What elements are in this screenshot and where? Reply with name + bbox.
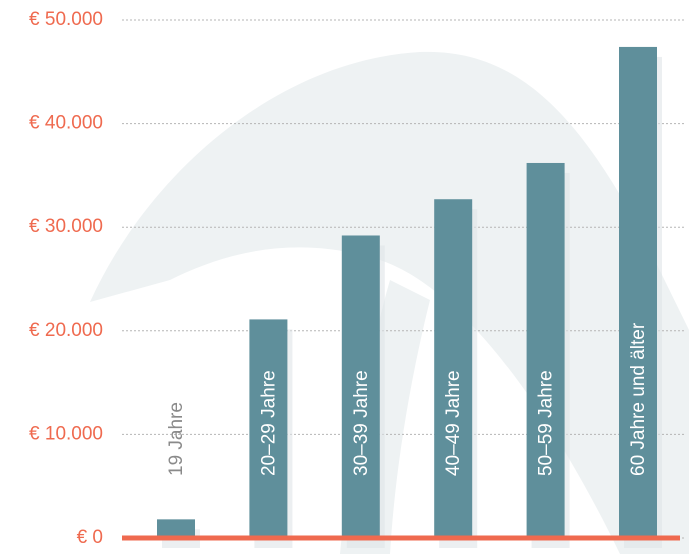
y-tick-label: € 30.000 [29,216,103,237]
bar [526,162,565,538]
bar [619,46,657,538]
y-tick-label: € 0 [77,527,103,548]
bar [249,319,288,538]
category-label: 19 Jahre [166,402,187,476]
category-label: 30–39 Jahre [351,370,372,476]
y-tick-label: € 50.000 [29,9,103,30]
y-tick-label: € 40.000 [29,113,103,134]
y-tick-label: € 20.000 [29,320,103,341]
category-label: 40–49 Jahre [443,370,464,476]
category-label: 50–59 Jahre [536,370,557,476]
bar [157,519,195,538]
bar [341,235,380,538]
category-label: 20–29 Jahre [258,370,279,476]
bar [434,199,473,538]
y-tick-label: € 10.000 [29,423,103,444]
category-label: 60 Jahre und älter [628,322,649,476]
